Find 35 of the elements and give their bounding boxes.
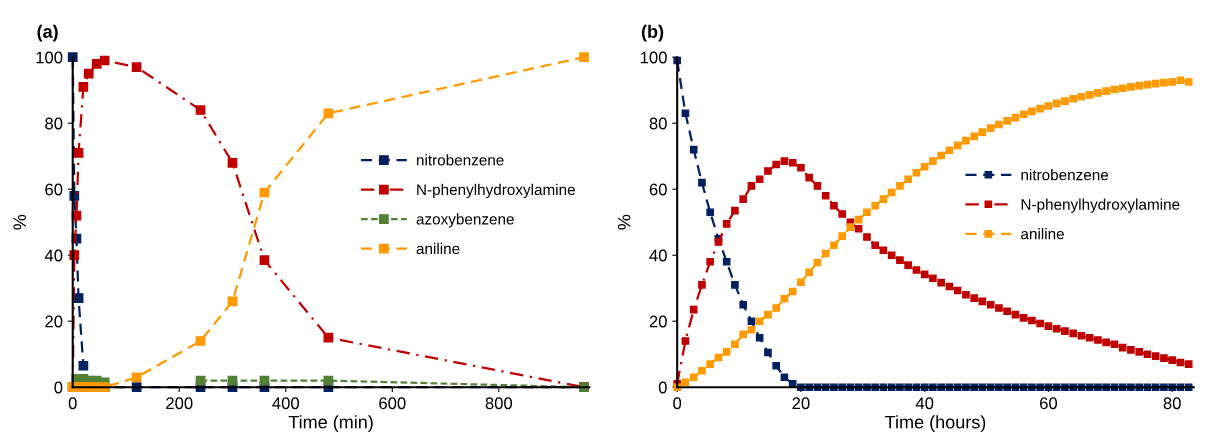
x-tick-label: 0 — [68, 397, 77, 410]
y-axis-title: % — [13, 214, 26, 230]
x-tick-label: 800 — [485, 397, 513, 410]
y-tick-label: 100 — [640, 51, 667, 64]
chart-title: (b) — [641, 24, 664, 42]
legend-label: nitrobenzene — [416, 154, 504, 166]
y-tick-label: 80 — [649, 117, 667, 130]
y-tick-label: 100 — [36, 51, 63, 64]
y-tick-label: 60 — [649, 183, 667, 196]
x-tick-label: 60 — [1040, 397, 1058, 410]
x-tick-label: 400 — [272, 397, 300, 410]
legend-label: aniline — [416, 242, 460, 255]
legend-label: azoxybenzene — [416, 213, 514, 228]
y-axis-title: % — [617, 214, 631, 230]
chart-title: (a) — [37, 24, 58, 42]
x-tick-label: 600 — [379, 397, 406, 410]
y-tick-label: 40 — [44, 249, 63, 262]
x-axis-title: Time (min) — [288, 415, 373, 433]
y-tick-label: 60 — [45, 183, 63, 196]
y-tick-label: 20 — [649, 315, 667, 328]
x-tick-label: 40 — [915, 397, 934, 410]
legend-label: N-phenylhydroxylamine — [1021, 198, 1180, 213]
y-tick-label: 0 — [658, 381, 667, 394]
x-tick-label: 200 — [166, 397, 193, 410]
y-tick-label: 0 — [54, 381, 63, 394]
y-tick-label: 80 — [45, 117, 63, 130]
y-tick-label: 20 — [45, 315, 63, 328]
legend-label: aniline — [1021, 228, 1064, 240]
legend-label: nitrobenzene — [1021, 169, 1109, 181]
y-tick-label: 40 — [649, 249, 667, 262]
legend-label: N-phenylhydroxylamine — [417, 183, 575, 199]
x-axis-title: Time (hours) — [885, 415, 986, 433]
x-tick-label: 20 — [792, 397, 810, 410]
x-tick-label: 0 — [673, 397, 682, 410]
x-tick-label: 80 — [1163, 397, 1181, 410]
